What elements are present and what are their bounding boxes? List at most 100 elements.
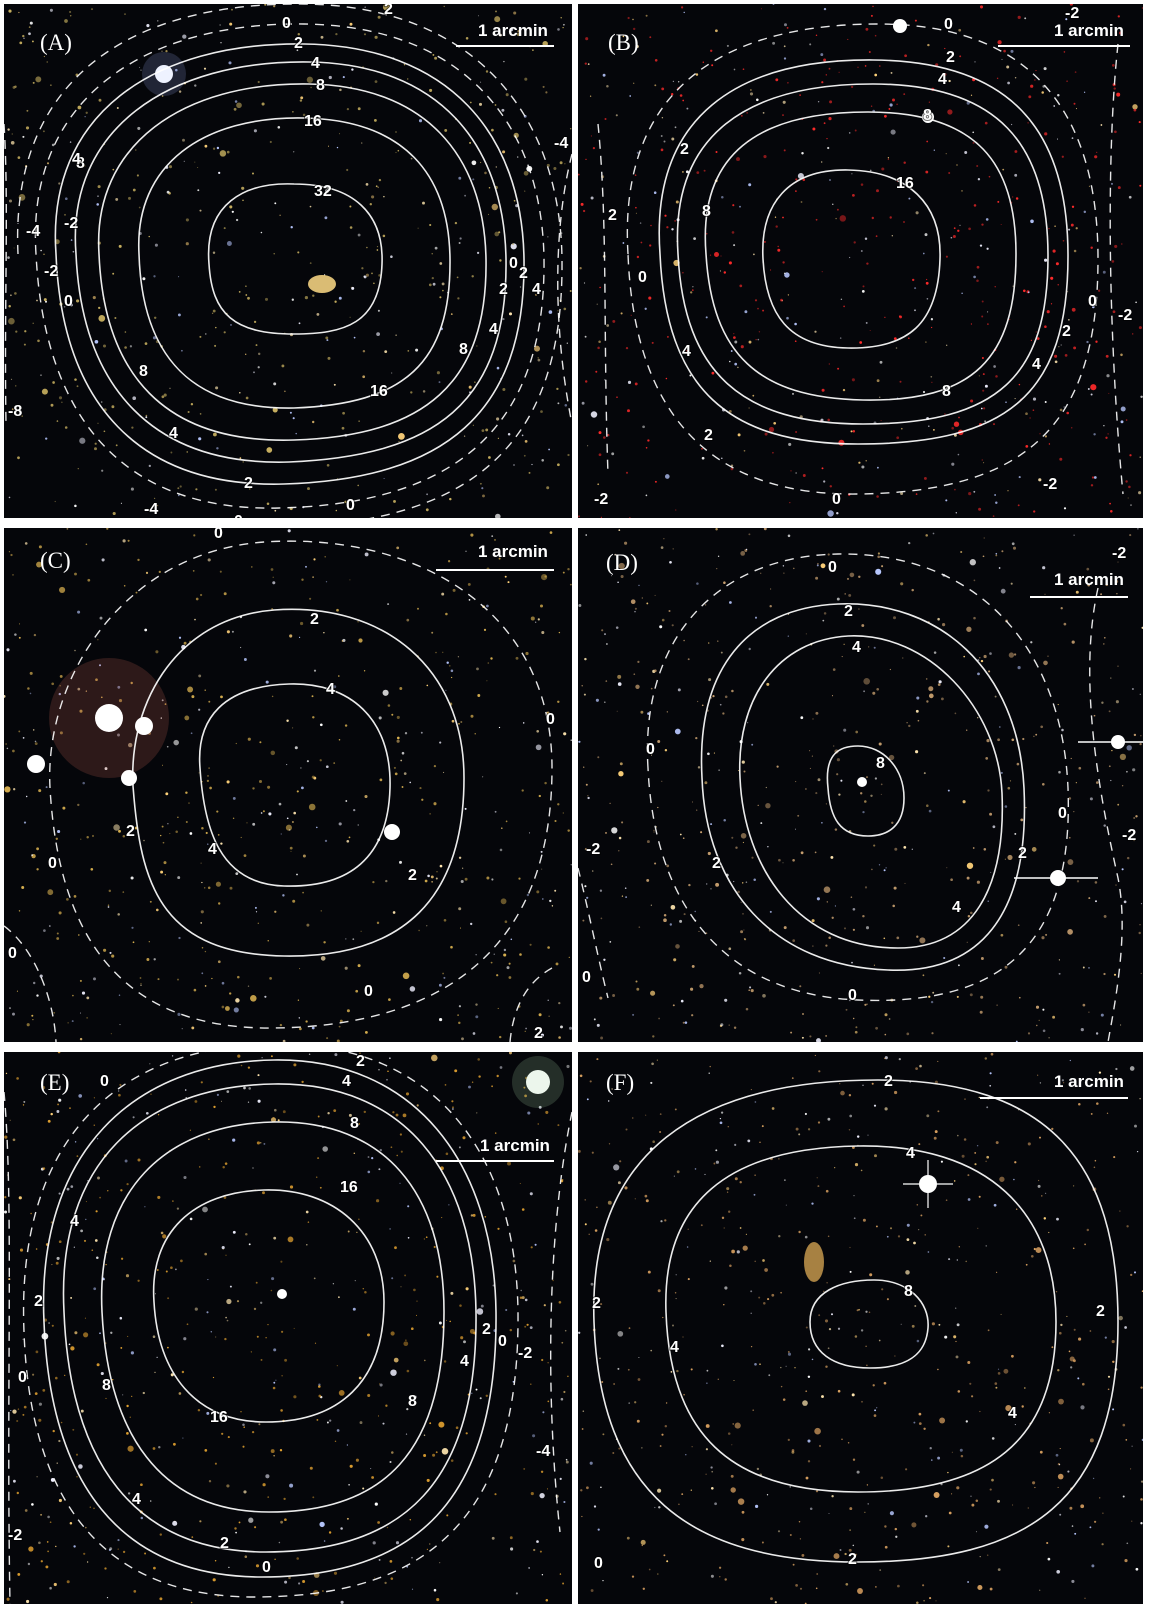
contour-label: 16 xyxy=(896,175,914,192)
contour-label: 0 xyxy=(646,741,655,758)
panel-c-starfield xyxy=(4,528,572,1042)
contour-label: 4 xyxy=(489,321,498,338)
contour xyxy=(207,183,383,335)
contour-label: 16 xyxy=(340,1179,358,1196)
contour-label: 8 xyxy=(702,203,711,220)
panel-f-image: 2 4 8 2 4 4 2 2 0 xyxy=(578,1052,1143,1604)
contour xyxy=(739,635,1004,949)
contour-label: 16 xyxy=(304,113,322,130)
contour xyxy=(49,540,553,1029)
panel-c-image: 0 2 4 4 2 2 0 0 0 0 2 xyxy=(4,528,572,1042)
contour xyxy=(509,967,553,1042)
contour-label: 0 xyxy=(582,969,591,986)
contour xyxy=(658,59,1069,445)
contour-label: 8 xyxy=(350,1115,359,1132)
contour-label: 2 xyxy=(408,867,417,884)
contour-label: 2 xyxy=(848,1551,857,1568)
contour xyxy=(100,1121,445,1513)
contour-label: 4 xyxy=(342,1073,351,1090)
contour-label: 0 xyxy=(234,513,243,518)
contour-label: 8 xyxy=(459,341,468,358)
contour-label: 0 xyxy=(262,1559,271,1576)
panel-e-label: (E) xyxy=(40,1070,70,1095)
contour xyxy=(34,23,545,509)
contour-label: 0 xyxy=(282,15,291,32)
contour xyxy=(4,925,57,1042)
panel-a-bcg xyxy=(308,275,336,293)
panel-b-contour-labels: 0 2 4 8 16 8 4 2 0 -2 2 4 8 2 0 -2 2 0 -… xyxy=(593,4,1133,509)
panel-e-contour-labels: 0 2 4 8 16 16 8 4 2 0 -2 -4 2 4 8 0 2 4 … xyxy=(7,1052,551,1577)
panel-f-scale-bar xyxy=(980,1097,1128,1099)
contour-label: 4 xyxy=(70,1213,79,1230)
contour xyxy=(646,553,1069,1002)
contour-label: -2 xyxy=(8,1527,22,1544)
panel-d-scale-label: 1 arcmin xyxy=(1054,570,1124,589)
panel-b-scale-bar xyxy=(998,45,1130,47)
contour-label: 0 xyxy=(638,269,647,286)
contour-label: -2 xyxy=(1065,5,1079,22)
contour xyxy=(152,1189,385,1423)
contour-label: 2 xyxy=(482,1321,491,1338)
panel-a-bright-star xyxy=(155,65,173,83)
contour-label: 0 xyxy=(8,945,17,962)
panel-d-image: 0 2 4 8 2 4 2 0 0 0 -2 0 -2 -2 xyxy=(578,528,1143,1042)
contour-label: 4 xyxy=(1008,1405,1017,1422)
contour xyxy=(97,83,487,441)
panel-a-contour-labels: 0 2 4 8 16 32 16 8 4 2 0 4 2 0 -2 -4 8 4… xyxy=(7,4,569,518)
contour-label: 8 xyxy=(876,755,885,772)
contour-label: 2 xyxy=(126,823,135,840)
contour xyxy=(16,4,563,518)
contour-label: 2 xyxy=(294,35,303,52)
contour-label: 2 xyxy=(704,427,713,444)
contour xyxy=(762,169,941,349)
contour-label: 2 xyxy=(310,611,319,628)
contour-label: 4 xyxy=(938,71,947,88)
contour-label: 0 xyxy=(498,1333,507,1350)
contour-label: 2 xyxy=(608,207,617,224)
contour-label: 0 xyxy=(48,855,57,872)
contour xyxy=(557,153,572,425)
contour-label: 2 xyxy=(884,1073,893,1090)
contour-label: 0 xyxy=(100,1073,109,1090)
panel-c-scale-bar xyxy=(436,569,554,571)
contour xyxy=(138,117,451,409)
contour xyxy=(4,123,7,425)
panel-f-scale-label: 1 arcmin xyxy=(1054,1072,1124,1091)
contour-label: 2 xyxy=(1096,1303,1105,1320)
contour-label: 0 xyxy=(346,497,355,514)
panel-a-image: 0 2 4 8 16 32 16 8 4 2 0 4 2 0 -2 -4 8 4… xyxy=(4,4,572,518)
contour xyxy=(626,23,1099,495)
panel-e-image: 0 2 4 8 16 16 8 4 2 0 -2 -4 2 4 8 0 2 4 … xyxy=(4,1052,572,1604)
contour-label: 4 xyxy=(169,425,178,442)
panel-c-label: (C) xyxy=(40,548,71,573)
contour xyxy=(578,867,609,999)
contour-label: 4 xyxy=(906,1145,915,1162)
panel-d-label: (D) xyxy=(606,550,638,575)
contour-label: 0 xyxy=(18,1369,27,1386)
contour-label: 4 xyxy=(532,281,541,298)
contour-label: 8 xyxy=(904,1283,913,1300)
contour-label: -2 xyxy=(64,215,78,232)
contour-label: 4 xyxy=(682,343,691,360)
contour-label: 0 xyxy=(64,293,73,310)
panel-b-starfield xyxy=(578,4,1143,518)
contour xyxy=(549,1111,572,1533)
contour-label: 0 xyxy=(594,1555,603,1572)
contour-label: -4 xyxy=(554,135,568,152)
contour-label: 2 xyxy=(244,475,253,492)
contour-label: -8 xyxy=(8,403,22,420)
panel-e-scale-label: 1 arcmin xyxy=(480,1136,550,1155)
panel-c-contour-labels: 0 2 4 4 2 2 0 0 0 0 2 xyxy=(7,528,556,1042)
contour xyxy=(4,1091,11,1604)
contour xyxy=(597,123,609,475)
contour-label: 32 xyxy=(314,183,332,200)
contour xyxy=(676,83,1049,425)
panel-e: 0 2 4 8 16 16 8 4 2 0 -2 -4 2 4 8 0 2 4 … xyxy=(4,1052,572,1604)
panel-e-scale-bar xyxy=(436,1160,554,1162)
contour-label: 0 xyxy=(1058,805,1067,822)
contour xyxy=(198,683,391,887)
contour-label: 0 xyxy=(828,559,837,576)
contour-label: 4 xyxy=(460,1353,469,1370)
contour-label: 4 xyxy=(326,681,335,698)
panel-b: 0 2 4 8 16 8 4 2 0 -2 2 4 8 2 0 -2 2 0 -… xyxy=(578,4,1143,518)
